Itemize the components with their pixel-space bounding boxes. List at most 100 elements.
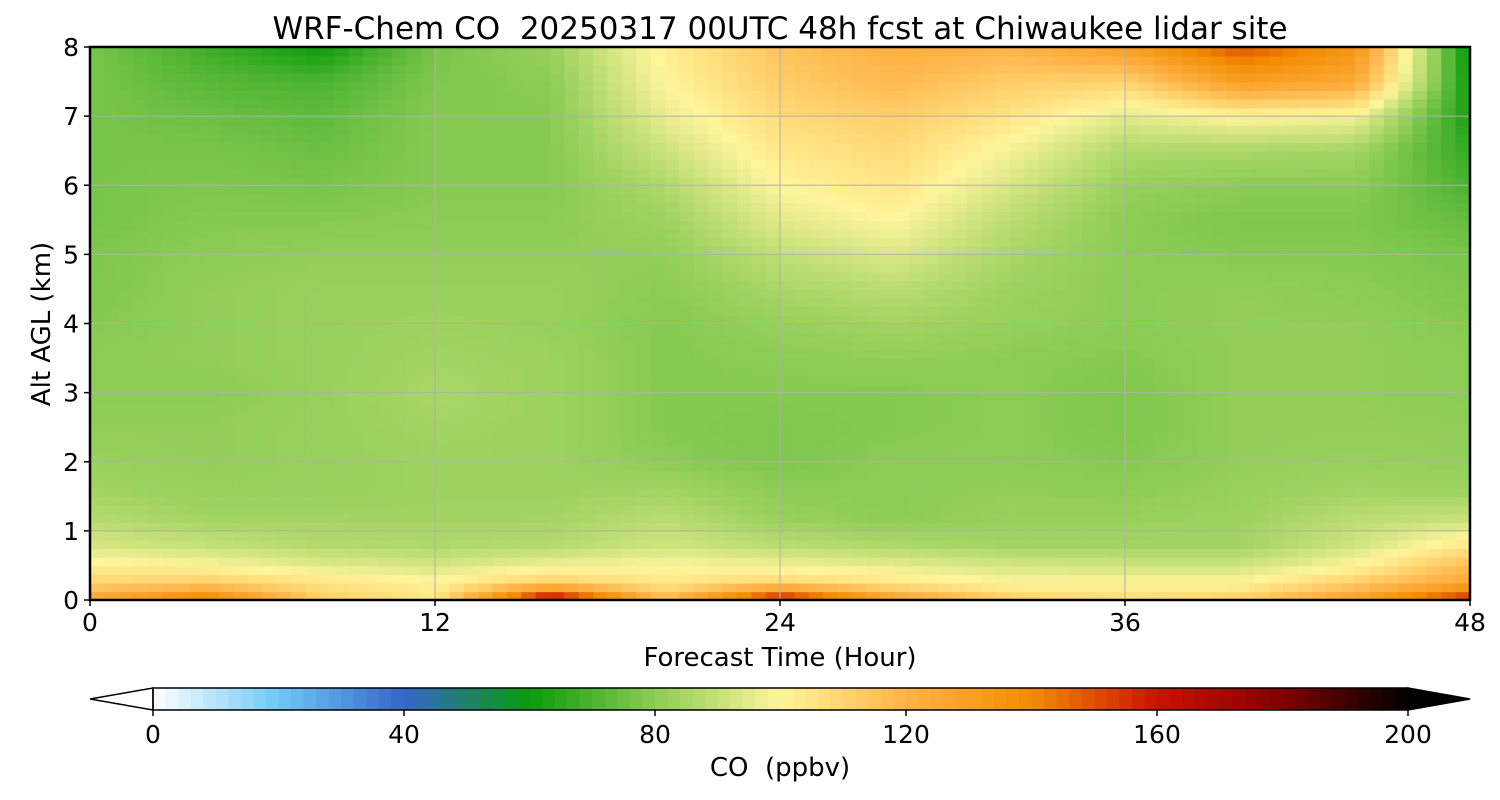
heatmap-cell	[219, 254, 235, 264]
heatmap-cell	[463, 271, 479, 282]
heatmap-cell	[1182, 366, 1198, 377]
heatmap-cell	[348, 167, 364, 178]
heatmap-cell	[1283, 237, 1299, 247]
heatmap-cell	[794, 254, 810, 264]
heatmap-cell	[780, 513, 796, 524]
heatmap-cell	[866, 522, 882, 532]
heatmap-cell	[133, 487, 149, 498]
heatmap-cell	[1211, 539, 1227, 549]
heatmap-cell	[1340, 202, 1356, 212]
heatmap-cell	[1426, 314, 1443, 325]
heatmap-cell	[1024, 496, 1040, 506]
heatmap-cell	[291, 530, 307, 541]
heatmap-cell	[923, 513, 939, 524]
heatmap-cell	[521, 306, 537, 316]
heatmap-cell	[1254, 530, 1270, 541]
heatmap-cell	[1455, 375, 1470, 385]
heatmap-cell	[1225, 254, 1241, 264]
heatmap-cell	[1268, 582, 1284, 593]
heatmap-cell	[1340, 263, 1356, 273]
heatmap-cell	[233, 323, 249, 333]
heatmap-cell	[1326, 435, 1342, 446]
heatmap-cell	[1311, 271, 1328, 282]
heatmap-cell	[262, 150, 278, 161]
heatmap-cell	[118, 427, 134, 437]
heatmap-cell	[449, 314, 465, 325]
heatmap-cell	[1125, 453, 1141, 463]
heatmap-cell	[550, 401, 566, 411]
heatmap-cell	[981, 375, 997, 385]
heatmap-cell	[765, 237, 781, 247]
heatmap-cell	[1383, 323, 1399, 333]
heatmap-cell	[506, 556, 523, 567]
heatmap-cell	[1139, 254, 1155, 264]
heatmap-cell	[1240, 383, 1256, 394]
heatmap-cell	[176, 323, 192, 333]
heatmap-cell	[1038, 556, 1054, 567]
heatmap-cell	[233, 530, 249, 541]
heatmap-cell	[492, 228, 508, 238]
heatmap-cell	[808, 461, 824, 472]
heatmap-cell	[1254, 582, 1270, 593]
heatmap-cell	[1125, 306, 1141, 316]
heatmap-cell	[535, 582, 551, 593]
heatmap-cell	[521, 591, 537, 600]
heatmap-cell	[276, 159, 293, 169]
heatmap-cell	[1182, 496, 1198, 506]
heatmap-cell	[1182, 418, 1198, 428]
heatmap-cell	[133, 349, 149, 359]
heatmap-cell	[607, 574, 623, 584]
heatmap-cell	[1268, 453, 1284, 463]
heatmap-cell	[190, 237, 206, 247]
heatmap-cell	[1067, 358, 1083, 368]
heatmap-cell	[578, 159, 594, 169]
heatmap-cell	[377, 263, 393, 273]
heatmap-cell	[420, 427, 436, 437]
heatmap-cell	[1398, 340, 1414, 351]
heatmap-cell	[521, 461, 537, 472]
heatmap-cell	[866, 513, 882, 524]
heatmap-cell	[636, 263, 652, 273]
heatmap-cell	[808, 228, 824, 238]
heatmap-cell	[305, 159, 321, 169]
heatmap-cell	[1168, 496, 1184, 506]
heatmap-cell	[118, 245, 134, 256]
heatmap-cell	[1441, 228, 1457, 238]
heatmap-cell	[923, 401, 939, 411]
heatmap-cell	[1455, 418, 1470, 428]
heatmap-cell	[722, 150, 738, 161]
heatmap-cell	[851, 487, 868, 498]
heatmap-cell	[449, 150, 465, 161]
heatmap-cell	[679, 461, 695, 472]
heatmap-cell	[708, 176, 724, 187]
heatmap-cell	[535, 453, 551, 463]
heatmap-cell	[593, 366, 609, 377]
heatmap-cell	[1297, 306, 1313, 316]
heatmap-cell	[751, 427, 767, 437]
heatmap-cell	[435, 582, 451, 593]
heatmap-cell	[650, 427, 666, 437]
heatmap-cell	[90, 479, 106, 489]
heatmap-cell	[334, 211, 350, 221]
heatmap-cell	[406, 444, 422, 454]
heatmap-cell	[435, 297, 451, 308]
heatmap-cell	[1283, 202, 1299, 212]
heatmap-cell	[923, 444, 939, 454]
heatmap-cell	[161, 522, 178, 532]
heatmap-cell	[837, 470, 853, 480]
heatmap-cell	[938, 228, 954, 238]
heatmap-cell	[248, 280, 264, 290]
heatmap-cell	[1010, 470, 1026, 480]
heatmap-cell	[564, 219, 580, 230]
heatmap-cell	[1168, 219, 1184, 230]
heatmap-cell	[1225, 401, 1241, 411]
heatmap-cell	[1326, 340, 1342, 351]
heatmap-cell	[1398, 167, 1414, 178]
heatmap-cell	[104, 358, 120, 368]
heatmap-cell	[909, 254, 925, 264]
heatmap-cell	[1081, 418, 1098, 428]
heatmap-cell	[938, 211, 954, 221]
heatmap-cell	[966, 496, 983, 506]
heatmap-cell	[837, 401, 853, 411]
heatmap-cell	[765, 427, 781, 437]
